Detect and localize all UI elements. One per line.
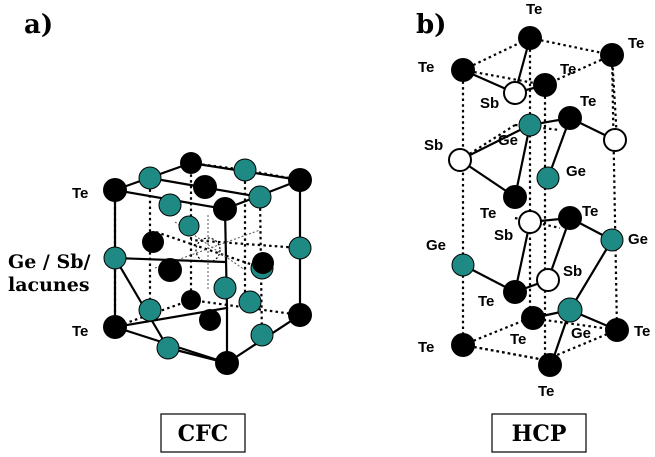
- cfc-te-atom: [142, 231, 164, 253]
- hcp-label-te: Te: [580, 93, 596, 110]
- hcp-label-te: Te: [538, 383, 554, 400]
- hcp-caption-box: HCP: [491, 413, 587, 453]
- cfc-ge-atom: [238, 290, 262, 314]
- hcp-sb-atom: [518, 210, 542, 234]
- hcp-te-atom: [538, 353, 562, 377]
- hcp-label-ge: Ge: [571, 325, 591, 342]
- hcp-label-te: Te: [560, 61, 576, 78]
- hcp-label-sb: Sb: [480, 95, 499, 112]
- cfc-ge-atom: [178, 215, 200, 237]
- hcp-sb-atom: [603, 128, 627, 152]
- hcp-ge-atom: [557, 297, 583, 323]
- cfc-te-atom: [193, 175, 217, 199]
- cfc-ge-atom: [138, 298, 162, 322]
- hcp-label-te: Te: [510, 331, 526, 348]
- cfc-ge-atom: [156, 336, 180, 360]
- cfc-label-te-bottom: Te: [72, 323, 88, 340]
- cfc-ge-atom: [233, 158, 257, 182]
- cfc-te-atom: [288, 168, 312, 192]
- hcp-te-atom: [521, 306, 545, 330]
- hcp-label-sb: Sb: [494, 227, 513, 244]
- hcp-label-te: Te: [480, 205, 496, 222]
- hcp-ge-atom: [518, 113, 542, 137]
- panel-b-label: b): [416, 10, 446, 40]
- hcp-label-te: Te: [582, 203, 598, 220]
- cfc-te-atom: [199, 309, 221, 331]
- hcp-label-ge: Ge: [628, 231, 648, 248]
- hcp-te-atom: [605, 318, 629, 342]
- cfc-te-atom: [215, 351, 239, 375]
- hcp-te-atom: [451, 333, 475, 357]
- hcp-label-sb: Sb: [424, 137, 443, 154]
- hcp-te-atom: [451, 58, 475, 82]
- hcp-label-te: Te: [628, 35, 644, 52]
- cfc-te-atom: [181, 290, 201, 310]
- cfc-label-ge-sb-line2: lacunes: [8, 274, 90, 296]
- cfc-te-atom: [103, 178, 127, 202]
- hcp-label-ge: Ge: [498, 132, 518, 149]
- hcp-label-te: Te: [478, 293, 494, 310]
- hcp-ge-atom: [451, 253, 475, 277]
- hcp-te-atom: [518, 26, 542, 50]
- hcp-te-atom: [503, 185, 527, 209]
- panel-a-label: a): [24, 10, 53, 40]
- hcp-label-ge: Ge: [566, 163, 586, 180]
- hcp-te-atom: [533, 73, 557, 97]
- cfc-ge-atom: [103, 246, 127, 270]
- cfc-caption: CFC: [178, 421, 229, 447]
- cfc-te-atom: [252, 252, 274, 274]
- hcp-label-te: Te: [418, 339, 434, 356]
- cfc-te-atom: [103, 315, 127, 339]
- cfc-caption-box: CFC: [160, 413, 246, 453]
- cfc-te-atom: [180, 152, 202, 174]
- cfc-te-atom: [288, 303, 312, 327]
- cfc-te-atom: [158, 258, 182, 282]
- hcp-label-te: Te: [526, 1, 542, 18]
- hcp-labels: Te Te Te Te Sb Te Ge Sb Ge Te Te Sb Ge G…: [418, 1, 650, 400]
- hcp-ge-atom: [600, 228, 624, 252]
- hcp-ge-atom: [536, 166, 560, 190]
- hcp-atoms: [448, 26, 629, 377]
- cfc-atoms: [103, 152, 312, 375]
- hcp-sb-atom: [503, 81, 527, 105]
- cfc-vacancy: [195, 237, 221, 263]
- hcp-sb-atom: [448, 148, 472, 172]
- cfc-ge-atom: [213, 276, 237, 300]
- cfc-label-te-top: Te: [72, 185, 88, 202]
- cfc-label-ge-sb-line1: Ge / Sb/: [8, 251, 90, 273]
- hcp-te-atom: [558, 106, 582, 130]
- hcp-label-te: Te: [634, 323, 650, 340]
- hcp-caption: HCP: [512, 421, 567, 447]
- cfc-te-atom: [213, 197, 237, 221]
- cfc-ge-atom: [158, 193, 182, 217]
- panel-b: b): [416, 1, 650, 453]
- cfc-ge-atom: [248, 185, 272, 209]
- hcp-label-sb: Sb: [563, 263, 582, 280]
- hcp-sb-atom: [536, 268, 560, 292]
- hcp-te-atom: [503, 280, 527, 304]
- hcp-label-te: Te: [418, 59, 434, 76]
- hcp-te-atom: [600, 43, 624, 67]
- panel-a: a): [8, 10, 312, 453]
- cfc-ge-atom: [288, 236, 312, 260]
- hcp-label-ge: Ge: [426, 237, 446, 254]
- cfc-ge-atom: [250, 323, 274, 347]
- hcp-te-atom: [558, 206, 582, 230]
- cfc-ge-atom: [138, 166, 162, 190]
